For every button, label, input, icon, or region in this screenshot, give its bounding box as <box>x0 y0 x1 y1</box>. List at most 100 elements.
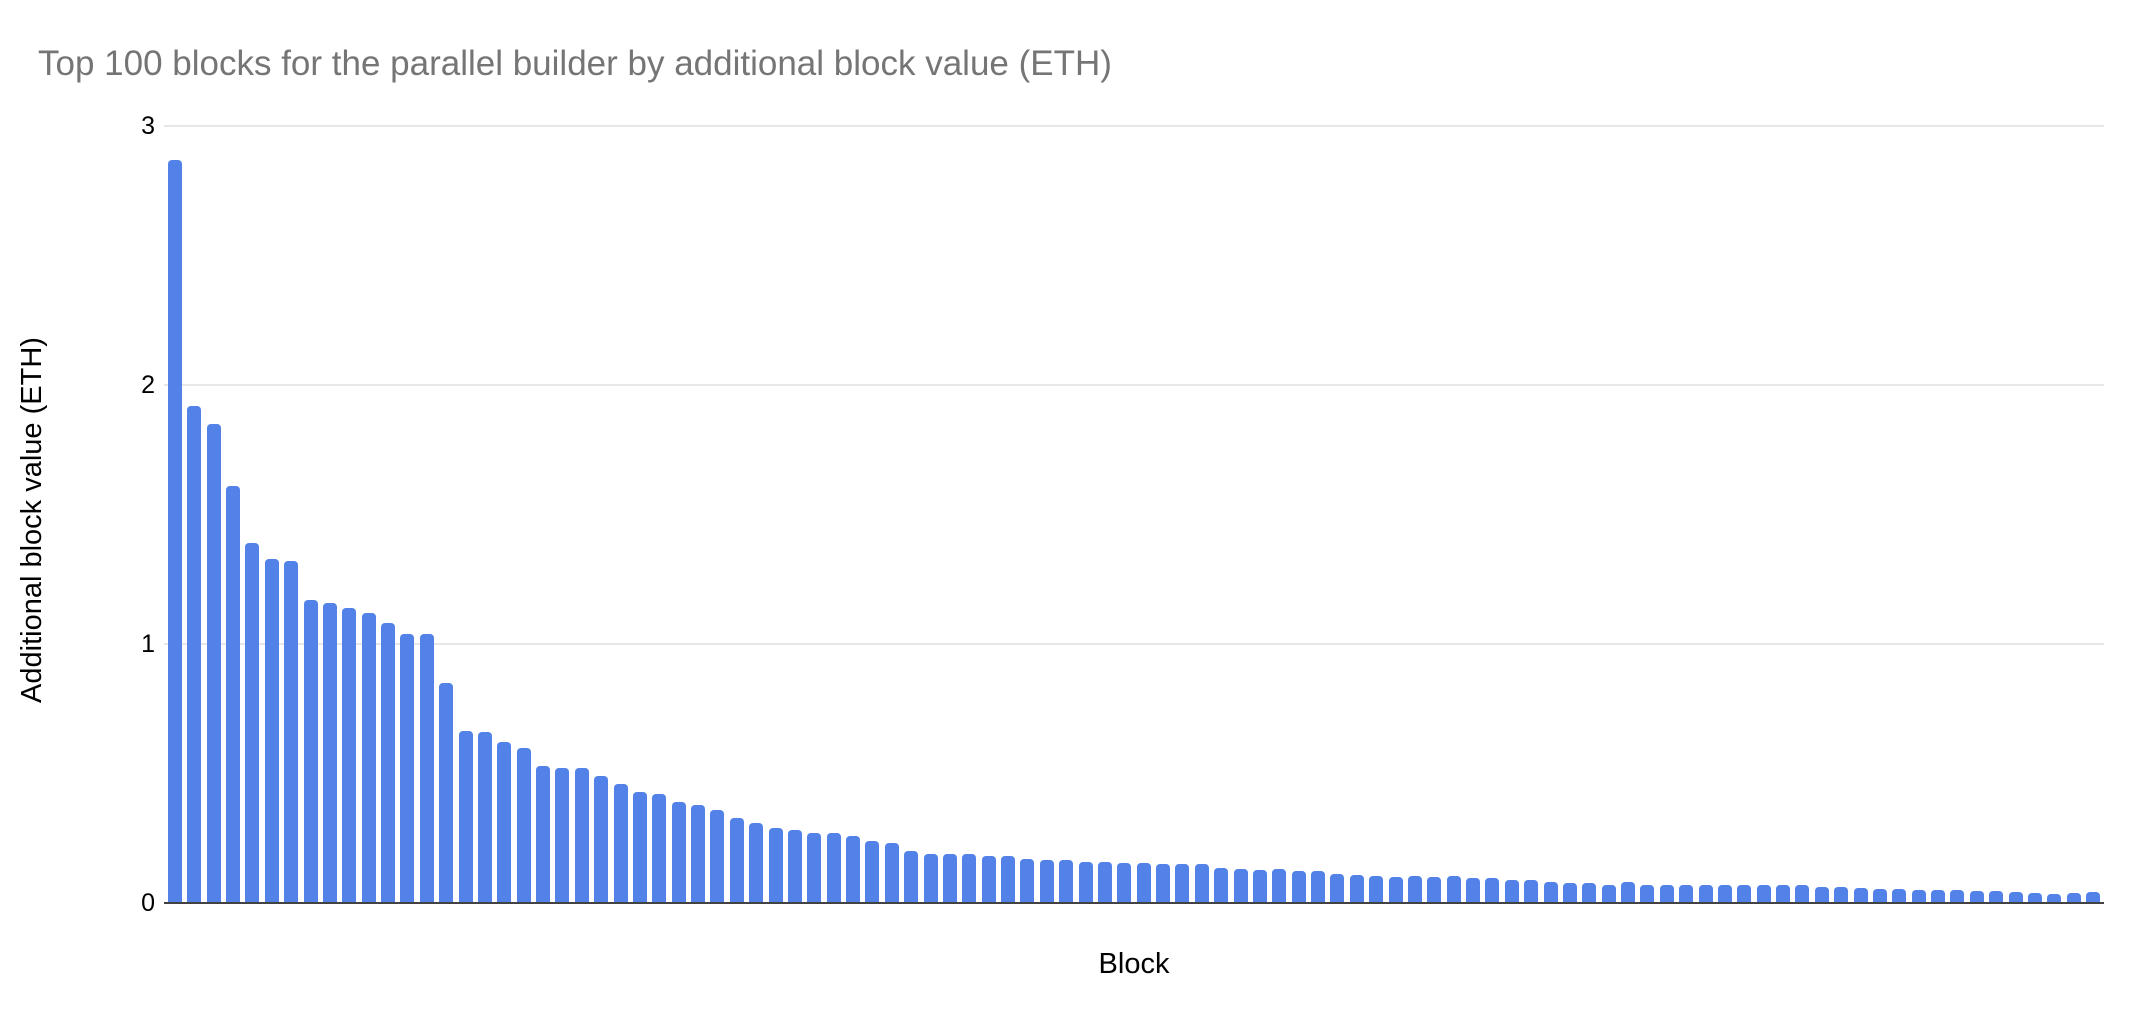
bar[interactable] <box>1911 889 1926 903</box>
bar[interactable] <box>303 599 318 903</box>
bar[interactable] <box>768 827 783 903</box>
bar[interactable] <box>1853 887 1868 903</box>
bar[interactable] <box>381 623 396 903</box>
bar[interactable] <box>1466 878 1481 903</box>
bar[interactable] <box>787 830 802 903</box>
bar[interactable] <box>439 682 454 903</box>
bar[interactable] <box>1582 883 1597 903</box>
bar[interactable] <box>1892 889 1907 903</box>
bar[interactable] <box>1543 882 1558 903</box>
bar[interactable] <box>1834 887 1849 903</box>
bar[interactable] <box>322 602 337 903</box>
bar[interactable] <box>497 742 512 903</box>
bar[interactable] <box>1698 885 1713 903</box>
bar[interactable] <box>1175 864 1190 903</box>
bar[interactable] <box>613 783 628 903</box>
bar[interactable] <box>807 833 822 903</box>
bar[interactable] <box>1872 889 1887 903</box>
bar[interactable] <box>1136 862 1151 903</box>
bar[interactable] <box>206 423 221 903</box>
bar[interactable] <box>419 633 434 903</box>
bar[interactable] <box>962 853 977 903</box>
bar[interactable] <box>691 804 706 903</box>
bar[interactable] <box>1252 869 1267 903</box>
bar[interactable] <box>729 817 744 903</box>
bar[interactable] <box>1795 885 1810 903</box>
bar[interactable] <box>1621 882 1636 903</box>
bar[interactable] <box>1427 876 1442 903</box>
bar[interactable] <box>1369 875 1384 903</box>
bar[interactable] <box>555 768 570 903</box>
bar[interactable] <box>1524 879 1539 903</box>
bar[interactable] <box>1989 890 2004 903</box>
bar[interactable] <box>1388 876 1403 903</box>
bar[interactable] <box>2047 894 2062 903</box>
bar[interactable] <box>2066 893 2081 903</box>
bar[interactable] <box>1756 885 1771 903</box>
bar[interactable] <box>1504 879 1519 903</box>
bar[interactable] <box>2008 892 2023 903</box>
bar[interactable] <box>594 776 609 903</box>
bar[interactable] <box>1039 860 1054 903</box>
bar[interactable] <box>826 833 841 903</box>
bar[interactable] <box>516 747 531 903</box>
bar[interactable] <box>1214 868 1229 903</box>
bar[interactable] <box>458 730 473 903</box>
bar[interactable] <box>1407 875 1422 903</box>
bar[interactable] <box>904 851 919 903</box>
bar[interactable] <box>1814 886 1829 903</box>
bar[interactable] <box>1194 864 1209 903</box>
bar[interactable] <box>342 607 357 903</box>
bar[interactable] <box>1776 884 1791 903</box>
bar[interactable] <box>226 486 241 903</box>
bar[interactable] <box>884 843 899 903</box>
bar[interactable] <box>536 765 551 903</box>
bar[interactable] <box>865 840 880 903</box>
bar[interactable] <box>2086 892 2101 903</box>
bar[interactable] <box>400 633 415 903</box>
bar[interactable] <box>245 543 260 903</box>
bar[interactable] <box>846 835 861 903</box>
bar[interactable] <box>1059 860 1074 903</box>
bar[interactable] <box>1156 864 1171 903</box>
bar[interactable] <box>1640 884 1655 903</box>
bar[interactable] <box>1117 862 1132 903</box>
bar[interactable] <box>167 159 182 903</box>
bar[interactable] <box>1311 870 1326 903</box>
bar[interactable] <box>187 405 202 903</box>
bar[interactable] <box>632 791 647 903</box>
bar[interactable] <box>1349 874 1364 903</box>
bar[interactable] <box>1737 884 1752 903</box>
bar[interactable] <box>1601 884 1616 903</box>
bar[interactable] <box>1950 889 1965 903</box>
bar[interactable] <box>361 612 376 903</box>
bar[interactable] <box>284 561 299 903</box>
bar[interactable] <box>1078 861 1093 903</box>
bar[interactable] <box>1659 884 1674 903</box>
bar[interactable] <box>1233 869 1248 903</box>
bar[interactable] <box>981 856 996 903</box>
bar[interactable] <box>1679 884 1694 903</box>
bar[interactable] <box>749 822 764 903</box>
bar[interactable] <box>710 809 725 903</box>
bar[interactable] <box>1291 871 1306 903</box>
bar[interactable] <box>1969 891 1984 903</box>
bar[interactable] <box>2027 892 2042 903</box>
bar[interactable] <box>923 853 938 903</box>
bar[interactable] <box>942 853 957 903</box>
bar[interactable] <box>1020 858 1035 903</box>
bar[interactable] <box>1931 889 1946 903</box>
bar[interactable] <box>477 732 492 903</box>
bar[interactable] <box>264 558 279 903</box>
bar[interactable] <box>1097 861 1112 903</box>
bar[interactable] <box>1717 885 1732 903</box>
bar[interactable] <box>1330 873 1345 903</box>
bar[interactable] <box>574 768 589 903</box>
bar[interactable] <box>1562 883 1577 903</box>
bar[interactable] <box>1446 875 1461 903</box>
bar[interactable] <box>1272 869 1287 903</box>
bar[interactable] <box>671 802 686 903</box>
bar[interactable] <box>1001 856 1016 903</box>
bar[interactable] <box>1485 878 1500 903</box>
bar[interactable] <box>652 794 667 903</box>
